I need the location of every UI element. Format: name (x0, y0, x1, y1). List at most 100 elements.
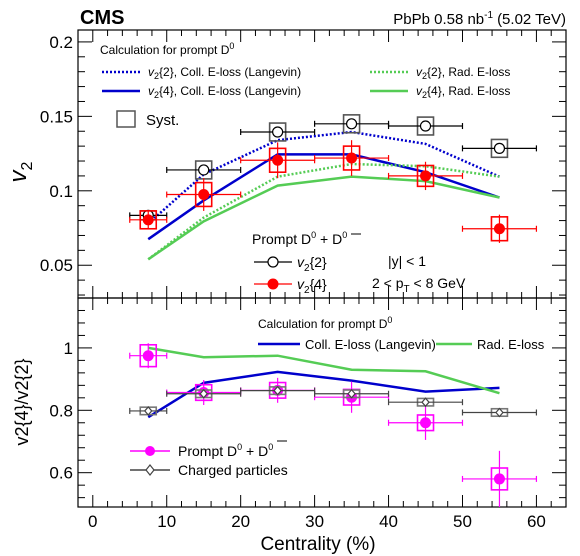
legend-v22-rad-main: v (416, 65, 423, 79)
legend-v24-data-marker (267, 278, 279, 290)
legend-v24-rad-main: v (416, 84, 423, 98)
energy-text: (5.02 TeV) (497, 11, 566, 28)
bottom-panel-frame (77, 297, 567, 508)
data-point-bottom-0 (493, 473, 505, 485)
legend-label-ratio-coll: Coll. E-loss (Langevin) (305, 337, 436, 352)
legend-prompt-d-label: Prompt D0 + D0 (178, 442, 273, 459)
legend-v22-coll-rest: {2}, Coll. E-loss (Langevin) (159, 65, 301, 79)
model-curve-top-3 (147, 175, 500, 261)
bottom-model-curves (147, 346, 500, 419)
x-tick-label: 20 (231, 512, 250, 531)
y-tick-label-top: 0.2 (49, 33, 73, 52)
bottom-legend-title-sup: 0 (387, 315, 392, 325)
data-point-top-1 (346, 152, 358, 164)
x-tick-label: 60 (527, 512, 546, 531)
top-legend-title-text: Calculation for prompt D (100, 43, 230, 57)
data-point-top-0 (493, 142, 506, 154)
legend-label-v22-coll: v2{2}, Coll. E-loss (Langevin) (148, 65, 301, 81)
legend-v22-rad-sub: 2 (422, 71, 427, 81)
legend-v22-data-marker (267, 256, 279, 268)
axis-ticks: 0 10 20 30 40 50 600.050.10.150.20.60.81 (40, 30, 567, 531)
top-legend-title-sup: 0 (229, 41, 234, 51)
bottom-legend-title-text: Calculation for prompt D (258, 317, 388, 331)
lumi-label: PbPb 0.58 nb-1 (5.02 TeV) (393, 10, 566, 28)
lumi-text: PbPb 0.58 nb (393, 11, 484, 28)
legend-syst-box (116, 110, 136, 128)
data-point-top-0 (198, 164, 210, 176)
legend-prompt-d-sup0: 0 (237, 442, 242, 452)
legend-syst-label: Syst. (146, 112, 179, 129)
x-tick-label: 30 (305, 512, 324, 531)
top-data-legend-text: Prompt D (252, 231, 311, 247)
y-tick-label-bottom: 0.6 (49, 464, 73, 483)
data-point-top-1 (420, 170, 432, 182)
data-point-bottom-0 (142, 350, 154, 362)
model-curve-bottom-1 (148, 346, 500, 395)
legend-v24-coll-main: v (148, 84, 155, 98)
legend-charged-label: Charged particles (178, 462, 288, 478)
legend-v24-data-main: v (297, 276, 305, 292)
data-point-top-1 (493, 223, 505, 235)
y-tick-label-top: 0.1 (49, 182, 73, 201)
legend-prompt-d-marker (145, 446, 155, 456)
legend-label-ratio-rad: Rad. E-loss (477, 337, 545, 352)
data-point-bottom-1 (495, 407, 504, 418)
legend-prompt-d-plus: + D (242, 443, 268, 459)
data-point-top-0 (345, 118, 358, 130)
y-tick-label-bottom: 1 (64, 339, 73, 358)
data-point-bottom-1 (347, 388, 356, 399)
legend-v24-data-label: v2{4} (297, 276, 327, 296)
legend-v24-rad-rest: {4}, Rad. E-loss (427, 84, 510, 98)
top-data-legend-title: Prompt D0 + D0 (252, 230, 347, 247)
legend-label-v24-rad: v2{4}, Rad. E-loss (416, 84, 510, 100)
data-point-top-1 (142, 214, 154, 226)
top-y-axis-label: v2 (5, 161, 36, 182)
x-axis-label: Centrality (%) (260, 534, 375, 555)
data-point-bottom-1 (199, 388, 208, 399)
y-tick-label-top: 0.15 (40, 107, 73, 126)
x-tick-label: 40 (379, 512, 398, 531)
x-tick-label: 0 (88, 512, 97, 531)
data-point-bottom-1 (421, 397, 430, 408)
top-data-legend-plus: + D (316, 231, 342, 247)
legend-label-v24-coll: v2{4}, Coll. E-loss (Langevin) (148, 84, 301, 100)
data-point-top-1 (272, 154, 284, 166)
pt-range-main: 2 < p (372, 275, 404, 291)
lumi-sup: -1 (484, 10, 493, 21)
bottom-y-axis-label-text: v2{4}/v2{2} (12, 358, 32, 445)
model-curve-bottom-0 (147, 370, 500, 419)
legend-v22-data-rest: {2} (310, 254, 327, 270)
legend-prompt-d-sup1: 0 (268, 442, 273, 452)
x-tick-label: 10 (157, 512, 176, 531)
pt-range-rest: < 8 GeV (410, 275, 466, 291)
rapidity-label: |y| < 1 (388, 253, 426, 269)
legend-v22-data-label: v2{2} (297, 254, 327, 274)
legend-v22-data-main: v (297, 254, 305, 270)
legend-v24-data-rest: {4} (310, 276, 327, 292)
legend-v24-data-sub: 2 (304, 285, 310, 296)
legend-charged-marker (145, 464, 155, 476)
y-tick-label-bottom: 0.8 (49, 401, 73, 420)
y-tick-label-top: 0.05 (40, 256, 73, 275)
data-point-bottom-0 (420, 417, 432, 429)
legend-v22-coll-main: v (148, 65, 155, 79)
legend-prompt-d-text: Prompt D (178, 443, 237, 459)
data-point-top-0 (419, 120, 432, 132)
legend-v24-rad-sub: 2 (422, 90, 427, 100)
data-points (129, 114, 538, 507)
bottom-legend-title: Calculation for prompt D0 (258, 315, 392, 331)
data-point-bottom-1 (143, 406, 153, 416)
pt-range-sub: T (404, 284, 410, 295)
top-y-axis-label-sub: 2 (19, 161, 36, 170)
cms-label: CMS (80, 7, 124, 29)
top-legend-title: Calculation for prompt D0 (100, 41, 234, 57)
x-tick-label: 50 (453, 512, 472, 531)
legend-v22-coll-sub: 2 (154, 71, 159, 81)
pt-range-label: 2 < pT < 8 GeV (372, 275, 466, 295)
top-y-axis-label-main: v (5, 168, 32, 182)
legend-v22-data-sub: 2 (304, 263, 310, 274)
bottom-y-axis-label: v2{4}/v2{2} (12, 358, 32, 445)
data-point-top-0 (272, 126, 284, 138)
data-point-bottom-1 (273, 385, 282, 396)
